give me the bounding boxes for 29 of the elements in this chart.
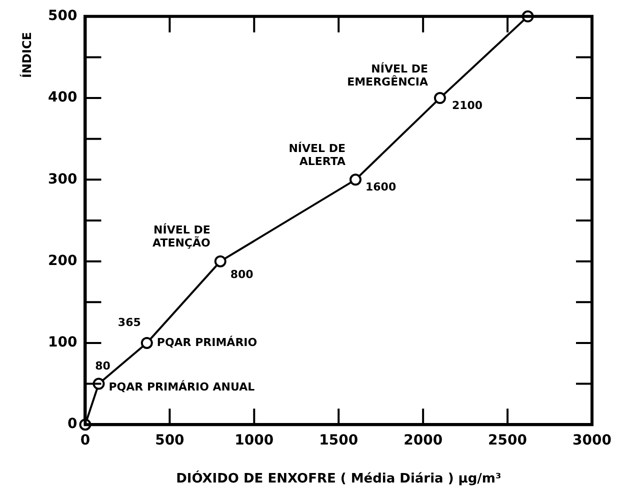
- x-tick-label: 1000: [234, 432, 274, 449]
- y-tick-label: 200: [48, 252, 78, 269]
- x-tick-label: 2000: [404, 432, 443, 449]
- annotation: 80: [95, 360, 111, 373]
- y-axis-title: ÍNDICE: [19, 32, 34, 78]
- x-tick-label: 500: [155, 432, 185, 449]
- y-tick-label: 300: [48, 171, 78, 188]
- annotation: NÍVEL DE ATENÇÃO: [152, 222, 210, 250]
- y-tick-label: 400: [48, 90, 78, 106]
- point: [140, 336, 153, 349]
- point: [350, 174, 362, 186]
- x-tick-label: 1500: [319, 432, 358, 449]
- annotation: 1600: [366, 180, 396, 194]
- y-tick-label: 0: [67, 416, 78, 432]
- annotation: 2100: [452, 98, 483, 112]
- point: [214, 255, 226, 268]
- x-tick-label: 0: [80, 432, 90, 449]
- annotation: PQAR PRIMÁRIO ANUAL: [108, 380, 255, 394]
- annotation: 365: [118, 316, 141, 329]
- annotation: NÍVEL DE ALERTA: [288, 141, 346, 168]
- x-tick-label: 3000: [572, 432, 612, 449]
- annotation: 800: [230, 268, 254, 282]
- x-tick-label: 2500: [488, 432, 528, 449]
- y-tick-label: 500: [48, 8, 78, 24]
- x-axis-title: DIÓXIDO DE ENXOFRE ( Média Diária ) µg/m³: [176, 470, 502, 487]
- annotation: NÍVEL DE EMERGÊNCIA: [347, 61, 428, 88]
- annotation: PQAR PRIMÁRIO: [156, 334, 258, 349]
- point: [434, 92, 446, 104]
- y-tick-label: 100: [48, 334, 78, 351]
